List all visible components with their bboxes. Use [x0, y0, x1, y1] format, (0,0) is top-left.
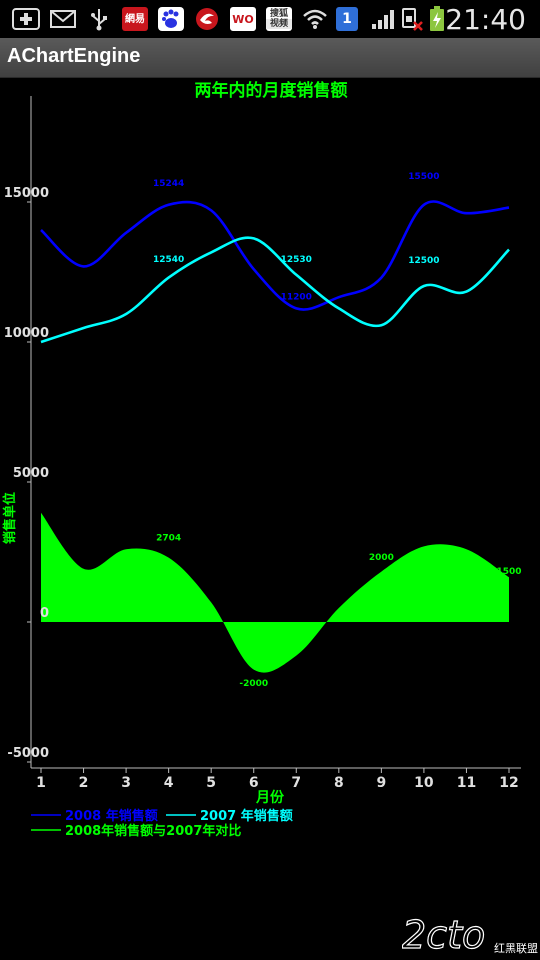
x-tick-label: 4	[164, 775, 174, 791]
phoenix-icon[interactable]	[194, 7, 220, 31]
app-title: AChartEngine	[7, 45, 141, 67]
x-tick-label: 8	[334, 775, 344, 791]
y-tick-label: -5000	[7, 746, 49, 761]
data-label: 12500	[408, 256, 439, 266]
x-tick-label: 3	[121, 775, 131, 791]
y-tick-label: 10000	[4, 326, 49, 341]
data-label: 1500	[496, 567, 521, 577]
wo-icon[interactable]: WO	[230, 7, 256, 31]
sogou-label-top: 搜狐	[269, 9, 288, 19]
title-bar: AChartEngine	[0, 38, 540, 78]
watermark-subtext: 红黑联盟	[494, 942, 538, 955]
x-tick-label: 7	[291, 775, 301, 791]
y-axis-label: 销售单位	[2, 492, 18, 544]
x-tick-label: 9	[376, 775, 386, 791]
wifi-icon	[302, 7, 328, 31]
status-clock: 21:40	[445, 3, 526, 36]
label-layer: 15244 11200 15500 12540 12530 12500 2704 -2000 2…	[153, 172, 522, 689]
sogou-video-icon[interactable]: 搜狐 视频	[266, 7, 292, 31]
series-area-2	[41, 512, 509, 673]
usb-icon	[88, 7, 110, 31]
x-tick-label: 10	[414, 775, 434, 791]
x-tick-label: 2	[79, 775, 89, 791]
baidu-paw-icon[interactable]	[158, 7, 184, 31]
mail-icon[interactable]	[50, 7, 76, 31]
x-tick-label: 11	[457, 775, 476, 791]
series-line-1	[40, 236, 510, 344]
x-tick-label: 6	[249, 775, 259, 791]
x-tick-label: 5	[206, 775, 216, 791]
plus-box-icon[interactable]	[12, 7, 40, 31]
data-label: 12530	[281, 255, 312, 265]
data-label: 2704	[156, 533, 181, 543]
netease-icon[interactable]: 網易	[122, 7, 148, 31]
y-tick-label: 0	[40, 606, 49, 621]
watermark-logo: 2cto	[402, 913, 485, 956]
chart-title: 两年内的月度销售额	[195, 80, 348, 101]
data-label: 11200	[281, 292, 312, 302]
data-label: 15244	[153, 179, 184, 189]
x-tick-label: 1	[36, 775, 46, 791]
battery-charging-icon	[428, 6, 446, 31]
chart-svg: 两年内的月度销售额 销售单位 月份 1 2 3 4 5 6 7 8 9 10 11 12-500005…	[2, 80, 522, 839]
legend-label: 2008 年销售额	[65, 808, 158, 824]
sim-icon: 1	[336, 7, 358, 31]
data-label: -2000	[239, 679, 268, 689]
legend-label: 2008年销售额与2007年对比	[65, 823, 241, 839]
data-label: 2000	[369, 553, 394, 563]
no-sim-icon	[400, 7, 424, 31]
status-bar: 網易 WO 搜狐 视频 1 21:40	[0, 0, 540, 38]
data-label: 15500	[408, 172, 439, 182]
y-tick-label: 15000	[4, 186, 49, 201]
signal-icon	[370, 7, 396, 31]
data-label: 12540	[153, 255, 184, 265]
x-tick-label: 12	[499, 775, 518, 791]
series-line-0	[40, 200, 510, 311]
plot-layer	[40, 200, 510, 673]
x-axis-label: 月份	[255, 789, 285, 806]
y-tick-label: 5000	[13, 466, 49, 481]
sogou-label-bottom: 视频	[266, 19, 292, 29]
chart-area: 两年内的月度销售额 销售单位 月份 1 2 3 4 5 6 7 8 9 10 11 12 -5000 0 5…	[0, 78, 540, 960]
legend-label: 2007 年销售额	[200, 808, 293, 824]
watermark: 2cto 红黑联盟	[401, 912, 538, 957]
